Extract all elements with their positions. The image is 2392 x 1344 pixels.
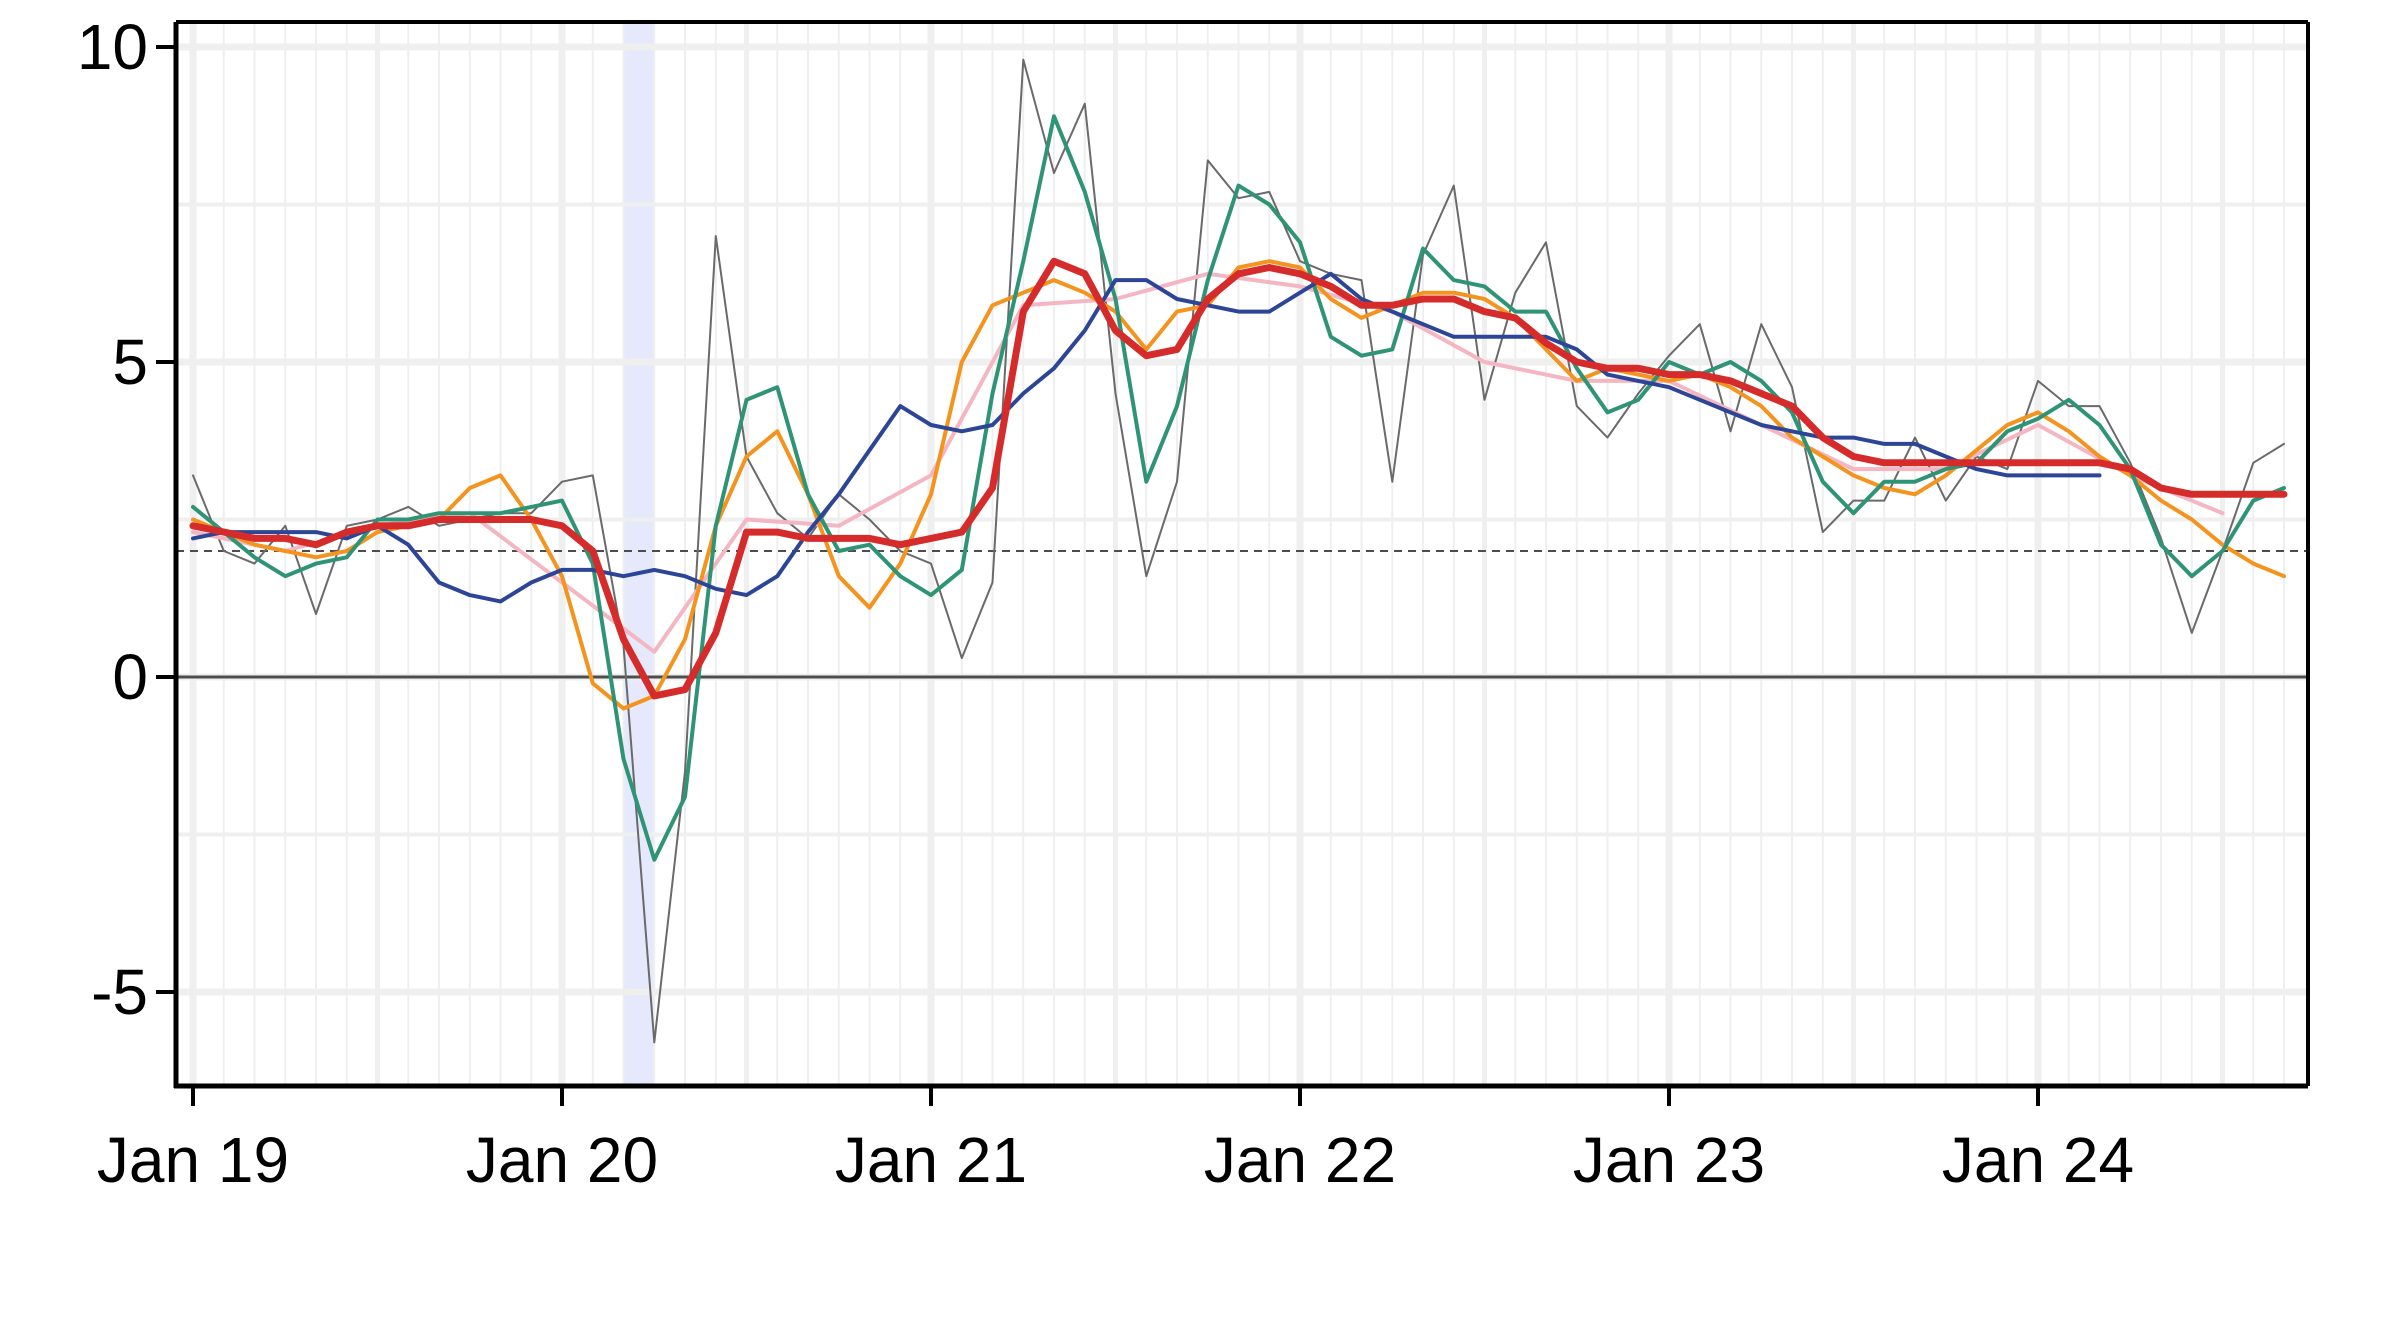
shaded-band-layer — [623, 22, 655, 1086]
gridlines — [176, 22, 2308, 1086]
axes — [173, 20, 2310, 1089]
y-axis-ticks: 10 5 0 -5 — [77, 11, 176, 1028]
series-line-5 — [191, 271, 2102, 604]
x-tick-label: Jan 19 — [97, 1124, 289, 1196]
x-tick-label: Jan 21 — [835, 1124, 1027, 1196]
x-tick-label: Jan 20 — [466, 1124, 658, 1196]
series-lines — [189, 58, 2288, 1044]
y-tick-label: 5 — [112, 326, 148, 398]
reference-lines — [176, 550, 2308, 679]
x-axis-ticks: Jan 19 Jan 20 Jan 21 Jan 22 Jan 23 Jan 24 — [97, 1086, 2134, 1196]
y-tick-label: 10 — [77, 11, 148, 83]
y-tick-label: -5 — [91, 956, 148, 1028]
x-tick-label: Jan 23 — [1573, 1124, 1765, 1196]
y-tick-label: 0 — [112, 641, 148, 713]
x-tick-label: Jan 24 — [1942, 1124, 2134, 1196]
series-line-4 — [191, 114, 2286, 862]
x-tick-label: Jan 22 — [1204, 1124, 1396, 1196]
series-line-3 — [191, 259, 2286, 711]
shaded-band — [623, 22, 655, 1086]
series-line-6 — [189, 257, 2288, 700]
